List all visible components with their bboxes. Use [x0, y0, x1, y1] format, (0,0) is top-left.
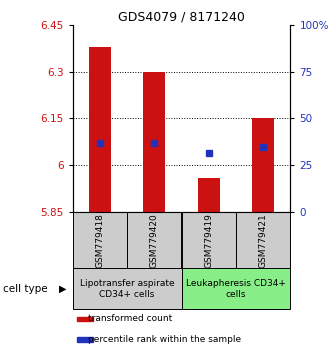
Bar [182, 268, 290, 309]
Text: GSM779419: GSM779419 [204, 213, 213, 268]
Bar [143, 72, 165, 212]
Text: cell type: cell type [3, 284, 48, 294]
Bar [77, 316, 93, 321]
Bar [182, 212, 236, 268]
Bar [89, 47, 111, 212]
Text: ▶: ▶ [59, 284, 66, 294]
Text: Leukapheresis CD34+
cells: Leukapheresis CD34+ cells [186, 279, 286, 298]
Bar [252, 119, 274, 212]
Text: GSM779418: GSM779418 [95, 213, 104, 268]
Bar [127, 212, 182, 268]
Bar [236, 212, 290, 268]
Title: GDS4079 / 8171240: GDS4079 / 8171240 [118, 11, 245, 24]
Text: transformed count: transformed count [88, 314, 172, 323]
Bar [73, 212, 127, 268]
Bar [73, 268, 182, 309]
Text: GSM779420: GSM779420 [150, 213, 159, 268]
Text: percentile rank within the sample: percentile rank within the sample [88, 335, 241, 344]
Bar [198, 178, 220, 212]
Bar [77, 337, 93, 342]
Text: GSM779421: GSM779421 [259, 213, 268, 268]
Text: Lipotransfer aspirate
CD34+ cells: Lipotransfer aspirate CD34+ cells [80, 279, 174, 298]
